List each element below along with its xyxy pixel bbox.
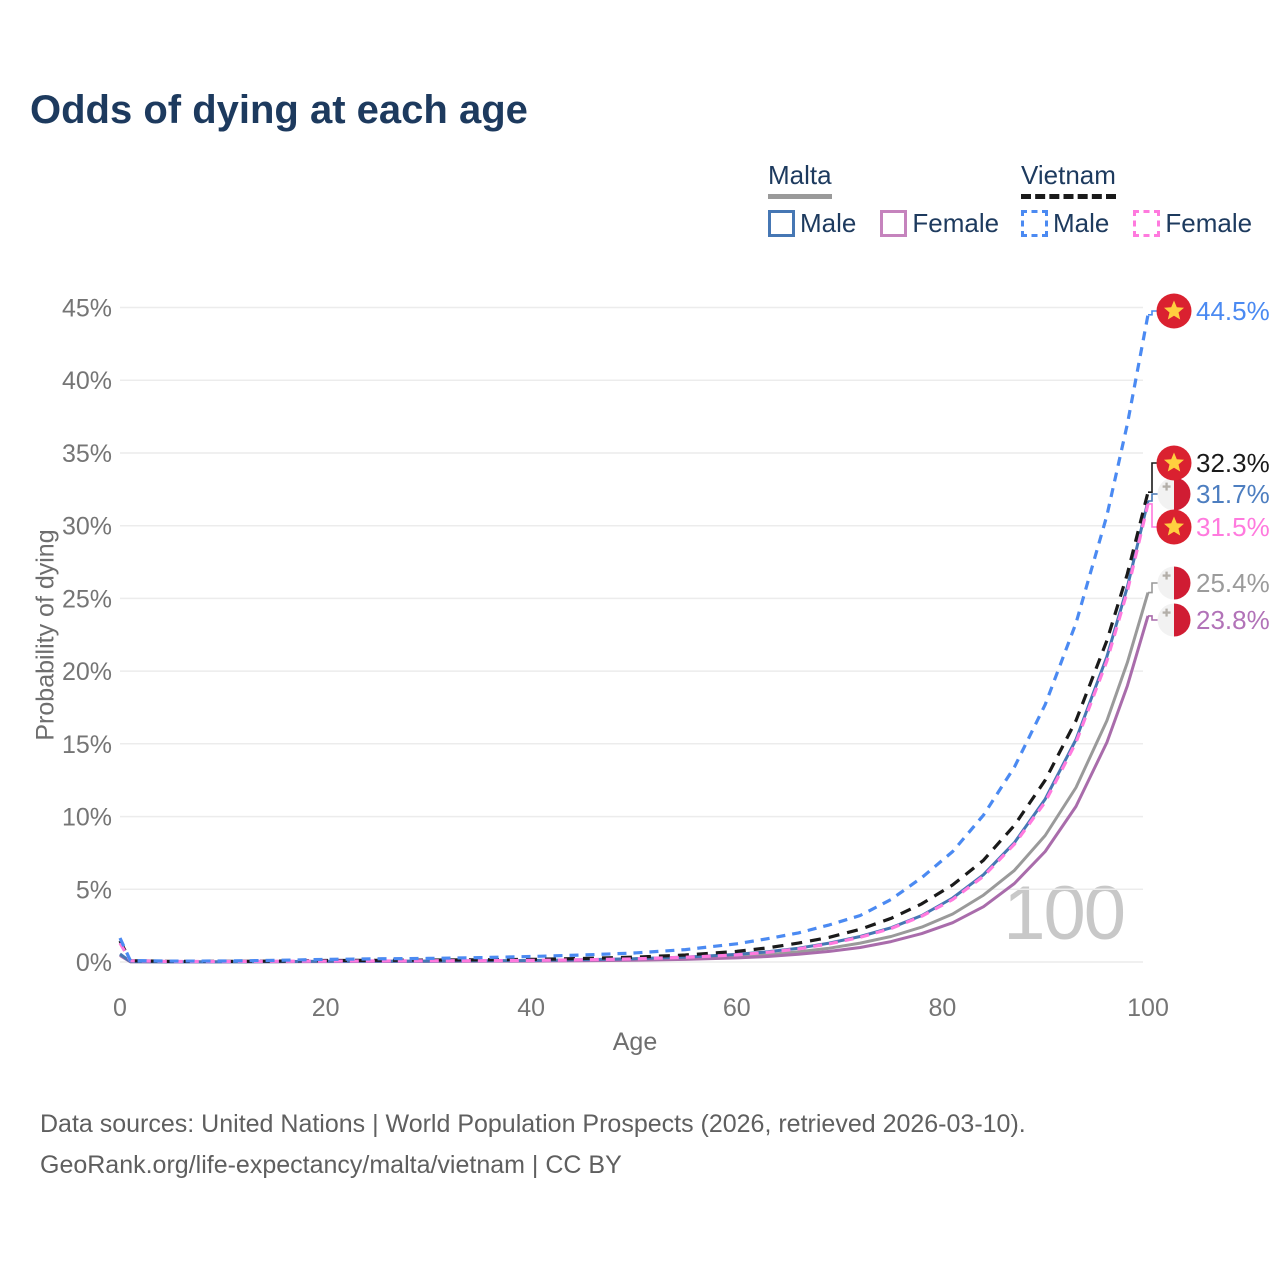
malta-female-swatch-icon bbox=[880, 210, 908, 237]
legend-item-malta-female[interactable]: Female bbox=[880, 208, 999, 239]
x-tick-label: 80 bbox=[928, 994, 956, 1022]
legend-item-malta-male[interactable]: Male bbox=[768, 208, 856, 239]
series-line-malta_male[interactable] bbox=[119, 500, 1150, 964]
y-tick-label: 10% bbox=[62, 804, 112, 832]
star-icon bbox=[1164, 516, 1184, 536]
malta-flag-icon bbox=[1157, 603, 1191, 637]
page-title: Odds of dying at each age bbox=[30, 88, 528, 132]
y-tick-label: 0% bbox=[76, 949, 112, 977]
label-connector-malta_female bbox=[1148, 615, 1158, 621]
malta-male-swatch-icon bbox=[768, 210, 795, 237]
footer-attribution: GeoRank.org/life-expectancy/malta/vietna… bbox=[40, 1151, 622, 1179]
hover-age-watermark: 100 bbox=[1003, 871, 1126, 956]
footer-data-sources: Data sources: United Nations | World Pop… bbox=[40, 1110, 1026, 1138]
malta-flag-icon bbox=[1157, 477, 1191, 511]
y-tick-label: 35% bbox=[62, 440, 112, 468]
vietnam-male-swatch-icon bbox=[1021, 210, 1048, 237]
star-icon bbox=[1164, 300, 1184, 320]
x-tick-label: 40 bbox=[517, 994, 545, 1022]
series-line-vietnam_male[interactable] bbox=[118, 314, 1150, 963]
x-tick-label: 100 bbox=[1127, 994, 1169, 1022]
legend-country-malta[interactable]: Malta bbox=[768, 160, 832, 199]
vietnam-flag-icon bbox=[1156, 509, 1192, 545]
vietnam-flag-icon bbox=[1156, 293, 1192, 329]
end-value-label-malta_male: 31.7% bbox=[1196, 479, 1270, 509]
legend-label-vietnam-female: Female bbox=[1165, 208, 1253, 238]
end-value-label-vietnam_female: 31.5% bbox=[1196, 512, 1270, 542]
x-tick-label: 60 bbox=[723, 994, 751, 1022]
legend-group-vietnam: Vietnam Male Female bbox=[1021, 160, 1252, 239]
y-tick-label: 5% bbox=[76, 876, 112, 904]
y-tick-label: 15% bbox=[62, 731, 112, 759]
footer: Data sources: United Nations | World Pop… bbox=[40, 1104, 1026, 1186]
label-connector-malta_total bbox=[1148, 582, 1158, 594]
end-value-label-vietnam_total: 32.3% bbox=[1196, 448, 1270, 478]
legend-items-malta: Male Female bbox=[768, 208, 999, 239]
end-value-label-malta_total: 25.4% bbox=[1196, 568, 1270, 598]
star-icon bbox=[1164, 452, 1184, 472]
legend-item-vietnam-female[interactable]: Female bbox=[1133, 208, 1252, 239]
y-tick-label: 20% bbox=[62, 658, 112, 686]
series-line-vietnam_female[interactable] bbox=[118, 503, 1150, 964]
series-line-malta_total[interactable] bbox=[119, 592, 1150, 964]
label-connector-malta_male bbox=[1148, 493, 1158, 502]
series-line-vietnam_total[interactable] bbox=[118, 491, 1150, 964]
end-value-label-malta_female: 23.8% bbox=[1196, 605, 1270, 635]
x-axis-title: Age bbox=[612, 1028, 658, 1056]
label-connector-vietnam_male bbox=[1148, 310, 1158, 316]
legend-items-vietnam: Male Female bbox=[1021, 208, 1252, 239]
series-line-malta_female[interactable] bbox=[119, 615, 1150, 964]
legend-label-malta-male: Male bbox=[800, 208, 857, 238]
y-tick-label: 25% bbox=[62, 585, 112, 613]
end-value-label-vietnam_male: 44.5% bbox=[1196, 296, 1270, 326]
malta-flag-icon bbox=[1157, 566, 1191, 600]
legend-group-malta: Malta Male Female bbox=[768, 160, 999, 239]
x-tick-label: 20 bbox=[312, 994, 340, 1022]
vietnam-female-swatch-icon bbox=[1133, 210, 1161, 237]
label-connector-vietnam_female bbox=[1148, 503, 1158, 528]
label-connector-vietnam_total bbox=[1148, 462, 1158, 493]
legend-item-vietnam-male[interactable]: Male bbox=[1021, 208, 1109, 239]
x-tick-label: 0 bbox=[113, 994, 127, 1022]
legend-country-vietnam[interactable]: Vietnam bbox=[1021, 160, 1116, 199]
y-axis-title: Probability of dying bbox=[31, 529, 60, 741]
vietnam-flag-icon bbox=[1156, 445, 1192, 481]
y-tick-label: 40% bbox=[62, 367, 112, 395]
legend-label-malta-female: Female bbox=[912, 208, 1000, 238]
legend-label-vietnam-male: Male bbox=[1053, 208, 1110, 238]
y-tick-label: 45% bbox=[62, 295, 112, 323]
y-tick-label: 30% bbox=[62, 513, 112, 541]
